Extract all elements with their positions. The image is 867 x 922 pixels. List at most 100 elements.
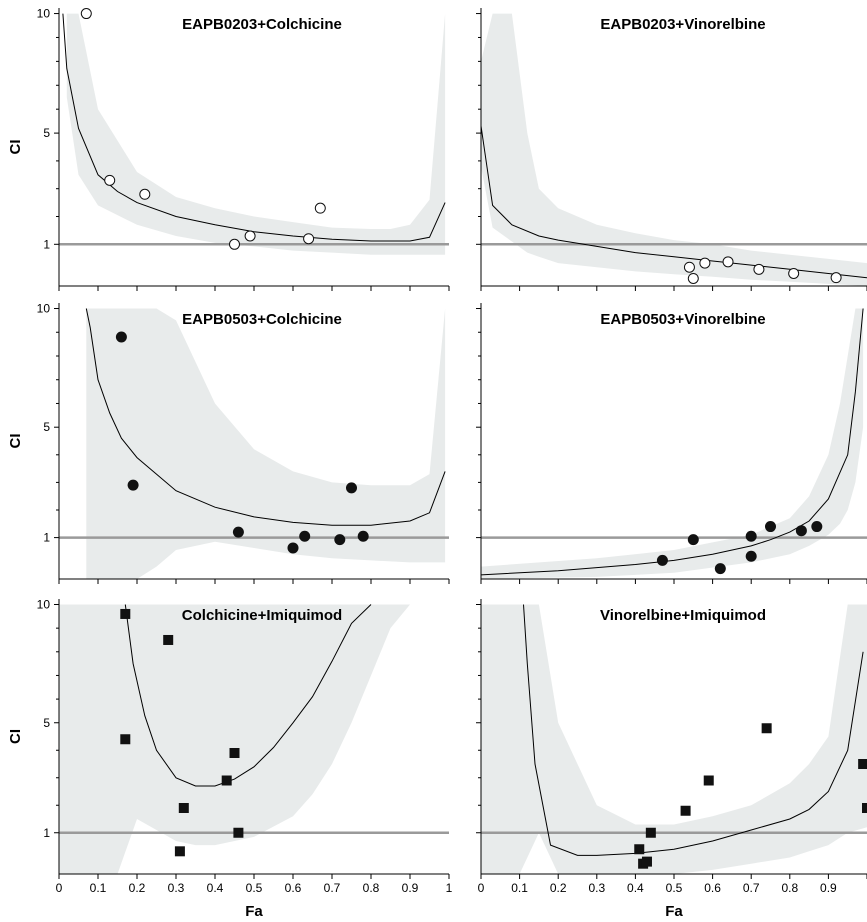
data-point [656, 554, 668, 566]
x-tick-label: 0 [478, 881, 485, 895]
data-point [645, 827, 656, 838]
x-tick-label: 0.1 [90, 881, 107, 895]
plot-grid: 1510EAPB0203+ColchicineCIEAPB0203+Vinore… [7, 7, 867, 920]
data-point [244, 230, 256, 242]
x-tick-label: 0.8 [781, 881, 798, 895]
data-point [303, 233, 315, 245]
y-tick-label: 10 [37, 7, 51, 21]
data-point [745, 530, 757, 542]
data-point [232, 526, 244, 538]
data-point [683, 261, 695, 273]
data-point [178, 803, 189, 813]
x-tick-label: 0.3 [588, 881, 605, 895]
confidence-band [66, 13, 446, 255]
x-tick-label: 0.7 [324, 881, 341, 895]
data-point [314, 202, 326, 214]
panel-2: EAPB0203+Vinorelbine [476, 8, 867, 291]
data-point [334, 534, 346, 546]
data-point [80, 8, 92, 20]
data-point [788, 267, 800, 279]
data-point [714, 563, 726, 575]
panel-4: EAPB0503+Vinorelbine [476, 303, 867, 584]
data-point [795, 525, 807, 537]
data-point [687, 272, 699, 284]
data-point [120, 608, 131, 619]
data-point [680, 805, 691, 816]
y-tick-label: 5 [43, 126, 50, 140]
x-tick-label: 0 [56, 881, 63, 895]
data-point [765, 521, 776, 533]
confidence-band [59, 604, 449, 874]
x-tick-label: 0.6 [704, 881, 721, 895]
y-axis-label: CI [7, 434, 24, 449]
data-point [299, 530, 311, 542]
fitted-curve [124, 604, 372, 787]
data-point [233, 827, 244, 838]
panel-3: 1 5 10 EAPB0503+Colchicine CI [7, 302, 450, 584]
panel-title: Colchicine+Imiquimod [182, 607, 342, 624]
x-tick-label: 0.1 [511, 881, 528, 895]
x-tick-label: 0.5 [666, 881, 683, 895]
y-tick-label: 1 [43, 826, 50, 840]
confidence-band [481, 604, 867, 874]
x-tick-label: 0.3 [168, 881, 185, 895]
y-tick-label: 5 [43, 716, 50, 730]
data-point [745, 550, 757, 562]
data-point [221, 775, 232, 786]
x-tick-label: 1 [446, 881, 453, 895]
data-point [174, 846, 185, 857]
data-point [830, 272, 842, 284]
data-point [229, 748, 240, 758]
x-tick-label: 0.2 [129, 881, 146, 895]
fitted-curve [523, 604, 864, 856]
data-point [634, 844, 645, 855]
fitted-curve [481, 125, 867, 279]
x-tick-label: 0.5 [246, 881, 263, 895]
x-tick-label: 0.9 [820, 881, 837, 895]
y-tick-label: 1 [43, 531, 50, 545]
data-point [104, 174, 116, 186]
fitted-curve [481, 308, 864, 576]
data-point [699, 257, 711, 269]
data-point [862, 803, 867, 813]
fitted-curve [85, 308, 446, 526]
data-point [811, 521, 823, 533]
data-point [163, 634, 174, 645]
data-point [722, 256, 734, 268]
x-axis-label: Fa [245, 903, 263, 920]
confidence-band [86, 308, 446, 579]
data-point [120, 734, 131, 745]
y-tick-label: 10 [37, 598, 51, 612]
panel-6: 0 0.1 0.2 0.3 0.4 0.5 0.6 0.7 0.8 0.9 Vinorelbine+… [476, 599, 867, 920]
data-point [229, 238, 240, 250]
data-point [641, 856, 652, 867]
data-point [703, 775, 714, 786]
x-tick-label: 0.4 [627, 881, 644, 895]
x-tick-label: 0.9 [402, 881, 419, 895]
data-point [139, 188, 151, 200]
y-axis-label: CI [7, 729, 24, 744]
y-tick-label: 1 [43, 237, 50, 251]
data-point [858, 759, 867, 769]
panel-title: EAPB0503+Colchicine [182, 311, 342, 328]
x-tick-label: 0.7 [743, 881, 760, 895]
data-point [127, 479, 139, 491]
x-tick-label: 0.6 [285, 881, 302, 895]
panel-title: EAPB0503+Vinorelbine [600, 311, 765, 328]
panel-1: 1 5 10 EAPB0203+Colchicine CI [7, 7, 450, 291]
x-axis-label: Fa [665, 903, 683, 920]
y-axis-label: CI [7, 140, 24, 155]
x-tick-label: 0.2 [550, 881, 567, 895]
confidence-band [481, 13, 867, 286]
y-tick-label: 5 [43, 420, 50, 434]
data-point [346, 482, 357, 494]
data-point [753, 263, 765, 275]
x-tick-label: 0.8 [363, 881, 380, 895]
data-point [761, 723, 772, 734]
x-tick-label: 0.4 [207, 881, 224, 895]
data-point [357, 530, 369, 542]
y-tick-label: 10 [37, 302, 51, 316]
data-point [115, 331, 127, 343]
data-point [287, 542, 299, 554]
